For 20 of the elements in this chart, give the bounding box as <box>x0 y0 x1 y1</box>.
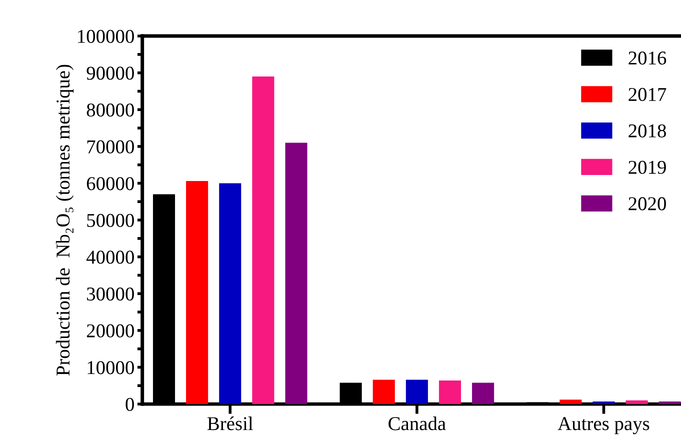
y-axis-title: Production de Nb₂O₅ (tonnes metrique) <box>56 64 74 376</box>
y-tick-label: 90000 <box>86 66 134 80</box>
y-tick-label: 60000 <box>86 177 134 190</box>
y-tick-label: 50000 <box>87 214 134 227</box>
x-tick-label: Canada <box>388 416 446 430</box>
y-tick-label: 20000 <box>86 324 134 338</box>
x-tick-label: Brésil <box>207 416 253 430</box>
legend-label: 2016 <box>628 52 666 65</box>
x-tick-label: Autres pays <box>558 417 650 434</box>
y-tick-label: 0 <box>126 398 134 411</box>
y-tick-label: 40000 <box>86 250 134 264</box>
y-tick-label: 30000 <box>87 287 134 301</box>
y-tick-label: 100000 <box>78 30 134 43</box>
y-tick-label: 10000 <box>88 361 134 374</box>
legend-label: 2020 <box>628 197 666 210</box>
y-tick-label: 80000 <box>86 103 134 117</box>
legend-label: 2017 <box>628 88 666 102</box>
y-tick-label: 70000 <box>87 140 134 154</box>
legend-label: 2019 <box>628 160 666 174</box>
legend-label: 2018 <box>628 124 666 138</box>
